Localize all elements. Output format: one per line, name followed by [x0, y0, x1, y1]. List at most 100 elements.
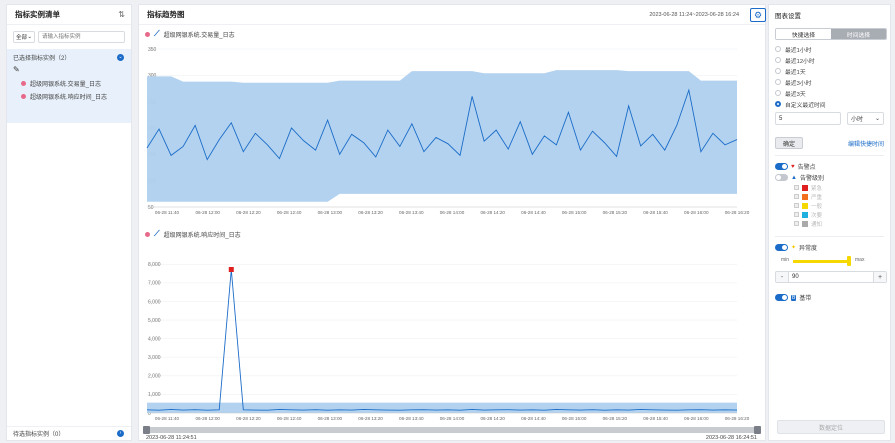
x-tick-label: 06-28 11:40	[155, 416, 180, 421]
slider-handle-right[interactable]	[754, 426, 761, 434]
alarm-point-marker	[228, 266, 234, 272]
confirm-button[interactable]: 确定	[775, 137, 803, 149]
alarm-level-label: 次要	[811, 212, 823, 219]
chevron-down-icon: ⌄	[874, 116, 880, 122]
alarm-level-list: 紧急严重一般次要通知	[775, 183, 884, 228]
x-tick-label: 06-28 16:00	[684, 416, 709, 421]
tab-time-select[interactable]: 时间选择	[831, 29, 886, 39]
y-tick-label: 1,000	[148, 392, 161, 398]
time-option[interactable]: 自定义最近时间	[775, 99, 884, 109]
trend-chart-panel: 指标趋势图 2023-06-28 11:24~2023-06-28 16:24 …	[138, 4, 766, 441]
pending-instances[interactable]: 待选指标实例（0） ›	[7, 426, 131, 440]
expand-icon[interactable]: ›	[117, 430, 124, 437]
radio-button[interactable]	[775, 46, 781, 52]
x-tick-label: 06-28 15:40	[643, 210, 668, 215]
x-tick-label: 06-28 12:40	[277, 416, 302, 421]
radio-button[interactable]	[775, 101, 781, 107]
data-locate-button[interactable]: 数据定位	[777, 420, 885, 434]
time-option-label: 最近1小时	[785, 47, 812, 54]
anomaly-toggle[interactable]	[775, 244, 788, 251]
selected-instance-item[interactable]: 超级网银系统.交易量_日志	[7, 76, 131, 89]
alarm-level-item[interactable]: 次要	[775, 210, 884, 219]
pending-instances-label: 待选指标实例（0）	[13, 432, 65, 438]
collapse-icon[interactable]: ⌄	[117, 54, 124, 61]
baseline-row: B 基带	[775, 292, 884, 303]
selected-instance-label: 超级网银系统.交易量_日志	[30, 82, 102, 88]
edit-icon[interactable]: ✎	[13, 65, 20, 74]
tab-quick-select[interactable]: 快捷选择	[776, 29, 831, 39]
x-tick-label: 06-28 14:20	[480, 416, 505, 421]
level-color-swatch	[802, 202, 808, 209]
level-color-swatch	[802, 220, 808, 227]
x-tick-label: 06-28 12:20	[236, 210, 261, 215]
gear-icon[interactable]: ⚙	[750, 8, 766, 22]
custom-time-input[interactable]: 5	[775, 112, 841, 125]
x-tick-label: 06-28 12:40	[277, 210, 302, 215]
time-option[interactable]: 最近1天	[775, 66, 884, 76]
chart-legend[interactable]: ⟋ 超级网银系统.响应时间_日志	[145, 229, 241, 239]
sort-icon[interactable]: ⇅	[118, 10, 125, 19]
slider-end-date: 2023-06-28 16:24:51	[705, 435, 757, 441]
baseline-band	[147, 402, 737, 413]
x-tick-label: 06-28 13:00	[318, 210, 343, 215]
alarm-level-toggle[interactable]	[775, 174, 788, 181]
level-color-swatch	[802, 193, 808, 200]
selected-instances-header[interactable]: 已选择指标实例（2） ⌄	[7, 49, 131, 62]
level-color-swatch	[802, 184, 808, 191]
time-option[interactable]: 最近12小时	[775, 55, 884, 65]
time-option[interactable]: 最近1小时	[775, 44, 884, 54]
radio-button[interactable]	[775, 68, 781, 74]
instance-list-title: 指标实例清单	[15, 10, 60, 19]
line-chart-icon: ⟋	[154, 229, 160, 238]
stepper-minus-button[interactable]: -	[776, 272, 788, 282]
alarm-level-label: 一般	[811, 203, 823, 210]
checkbox[interactable]	[794, 212, 799, 217]
anomaly-range-slider[interactable]: min max	[775, 255, 884, 267]
radio-button[interactable]	[775, 79, 781, 85]
time-option-label: 最近3小时	[785, 80, 812, 87]
selected-instance-item[interactable]: 超级网银系统.响应时间_日志	[7, 89, 131, 102]
chart-settings-panel: 图表设置 快捷选择 时间选择 最近1小时 最近12小时 最近1天 最近3小时 最近3天自…	[768, 4, 891, 441]
series-line	[146, 269, 738, 411]
time-unit-value: 小时	[851, 117, 864, 123]
alarm-level-item[interactable]: 通知	[775, 219, 884, 228]
alarm-point-toggle[interactable]	[775, 163, 788, 170]
x-tick-label: 06-28 16:00	[684, 210, 709, 215]
chart-legend[interactable]: ⟋ 超级网银系统.交易量_日志	[145, 29, 235, 39]
x-tick-label: 06-28 15:00	[562, 210, 587, 215]
time-range-slider[interactable]	[143, 426, 761, 434]
x-tick-label: 06-28 16:20	[725, 416, 750, 421]
range-track[interactable]	[793, 260, 851, 263]
alarm-level-item[interactable]: 一般	[775, 201, 884, 210]
response-time-chart[interactable]: 0 1,000 2,000 3,000 4,000 5,000 6,000 7,000 8,00…	[139, 241, 765, 427]
radio-button[interactable]	[775, 90, 781, 96]
y-tick-label: 350	[148, 47, 157, 53]
x-tick-label: 06-28 16:20	[725, 210, 750, 215]
stepper-value[interactable]: 90	[788, 272, 874, 282]
alarm-level-label: 严重	[811, 194, 823, 201]
alarm-level-item[interactable]: 紧急	[775, 183, 884, 192]
edit-shortcut-link[interactable]: 编辑快捷时间	[847, 141, 884, 148]
slider-handle-left[interactable]	[143, 426, 150, 434]
radio-button[interactable]	[775, 57, 781, 63]
alarm-level-item[interactable]: 严重	[775, 192, 884, 201]
time-unit-select[interactable]: 小时 ⌄	[847, 112, 884, 125]
legend-color-dot	[145, 31, 150, 37]
series-line	[146, 88, 738, 161]
baseline-toggle[interactable]	[775, 294, 788, 301]
checkbox[interactable]	[794, 185, 799, 190]
checkbox[interactable]	[794, 221, 799, 226]
anomaly-row: ✦ 异常度	[775, 242, 884, 253]
scope-select[interactable]: 全部 ⌄	[13, 31, 35, 43]
checkbox[interactable]	[794, 203, 799, 208]
x-tick-label: 06-28 15:20	[603, 416, 628, 421]
stepper-plus-button[interactable]: +	[874, 272, 886, 282]
alarm-level-label: 通知	[811, 221, 823, 228]
range-thumb[interactable]	[847, 256, 851, 266]
time-option[interactable]: 最近3小时	[775, 77, 884, 87]
checkbox[interactable]	[794, 194, 799, 199]
time-option[interactable]: 最近3天	[775, 88, 884, 98]
x-tick-label: 06-28 14:00	[440, 416, 465, 421]
instance-search-input[interactable]	[38, 31, 125, 43]
